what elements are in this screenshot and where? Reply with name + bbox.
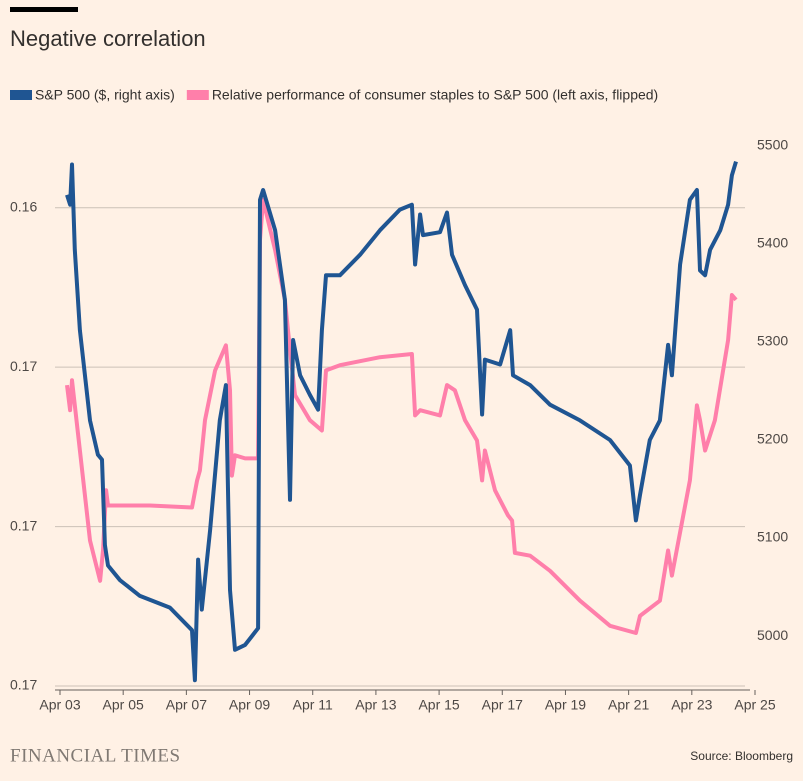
- chart-title: Negative correlation: [10, 26, 206, 51]
- x-tick-label: Apr 17: [482, 697, 523, 713]
- legend-swatch: [186, 90, 209, 100]
- x-tick-label: Apr 13: [355, 697, 396, 713]
- x-tick-label: Apr 25: [734, 697, 775, 713]
- x-tick-label: Apr 15: [418, 697, 459, 713]
- y-tick-label: 0.16: [10, 198, 37, 214]
- source: Source: Bloomberg: [690, 749, 793, 763]
- y2-tick-label: 5000: [757, 627, 788, 643]
- legend-label: S&P 500 ($, right axis): [35, 87, 175, 103]
- x-tick-label: Apr 05: [103, 697, 144, 713]
- y2-tick-label: 5400: [757, 235, 788, 251]
- y2-tick-label: 5100: [757, 529, 788, 545]
- series-line: [65, 197, 738, 635]
- brand: FINANCIAL TIMES: [10, 745, 181, 766]
- y-tick-label: 0.17: [10, 358, 37, 374]
- x-tick-label: Apr 07: [166, 697, 207, 713]
- series-line: [65, 161, 738, 683]
- brand-bar: [10, 7, 78, 12]
- y2-tick-label: 5500: [757, 137, 788, 153]
- legend-label: Relative performance of consumer staples…: [212, 87, 658, 103]
- x-tick-label: Apr 23: [671, 697, 712, 713]
- x-tick-label: Apr 09: [229, 697, 270, 713]
- y-tick-label: 0.17: [10, 517, 37, 533]
- x-tick-label: Apr 11: [293, 697, 333, 713]
- legend-swatch: [10, 90, 32, 100]
- y2-tick-label: 5200: [757, 431, 788, 447]
- y-tick-label: 0.17: [10, 677, 37, 693]
- y2-tick-label: 5300: [757, 333, 788, 349]
- x-tick-label: Apr 03: [39, 697, 80, 713]
- x-tick-label: Apr 21: [608, 697, 649, 713]
- x-tick-label: Apr 19: [545, 697, 586, 713]
